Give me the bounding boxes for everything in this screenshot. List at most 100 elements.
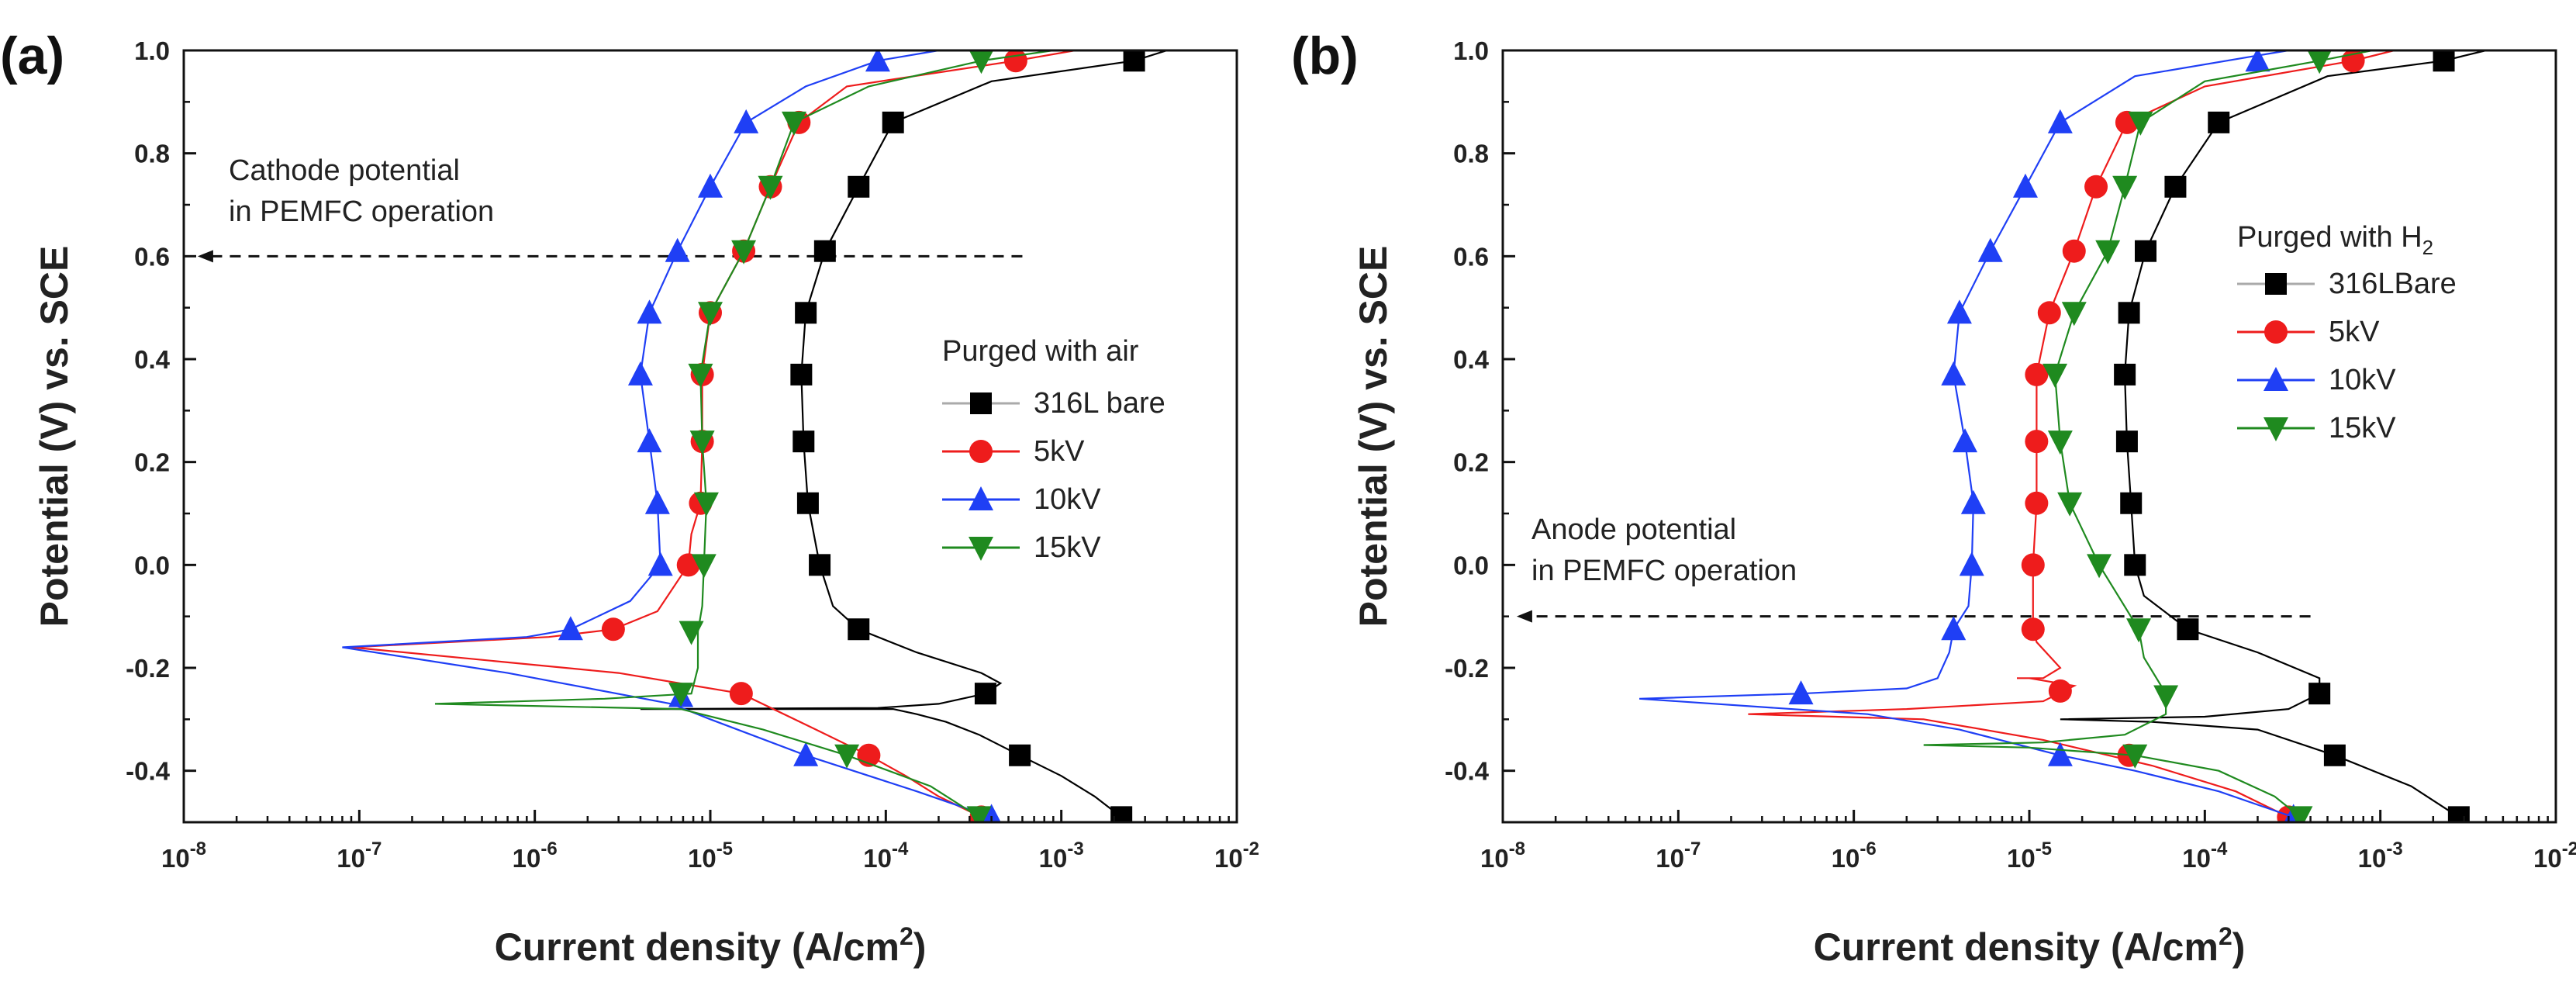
data-point-10kV [1959, 552, 1984, 576]
data-point-10kV [644, 489, 670, 514]
y-axis-title: Potential (V) vs. SCE [33, 246, 76, 628]
data-point-316L-bare [882, 111, 904, 133]
y-tick-label: 0.4 [1453, 345, 1490, 374]
y-tick-label: 0.2 [1453, 448, 1489, 477]
data-point-15kV [2112, 175, 2138, 200]
x-tick-label: 10-5 [688, 839, 733, 873]
data-point-316LBare [2208, 111, 2230, 133]
x-tick-exponent: -6 [1859, 839, 1876, 859]
legend-title-sub: 2 [2422, 236, 2433, 259]
x-tick-base: 10 [2358, 844, 2387, 873]
x-tick-label: 10-8 [1480, 839, 1525, 873]
y-tick-label: 1.0 [1453, 36, 1489, 65]
series-line-15kV [1923, 50, 2373, 818]
legend-marker [2263, 367, 2288, 391]
x-tick-label: 10-4 [863, 839, 909, 873]
x-tick-exponent: -3 [1067, 839, 1083, 859]
x-tick-base: 10 [2533, 844, 2562, 873]
annotation-text: Cathode potential [229, 154, 460, 187]
data-point-15kV [2122, 744, 2148, 769]
series-line-5kV [1748, 50, 2395, 818]
data-point-316LBare [2135, 240, 2157, 262]
x-axis-title-end: ) [913, 925, 927, 969]
legend-title-text: Purged with H [2237, 221, 2422, 254]
data-point-15kV [688, 363, 713, 388]
y-tick-label: 1.0 [134, 36, 170, 65]
data-point-15kV [2095, 240, 2121, 265]
data-point-15kV [781, 111, 806, 136]
y-tick-label: 0.0 [1453, 551, 1489, 579]
data-point-10kV [1946, 299, 1972, 324]
legend-item: 5kV [942, 435, 1085, 468]
legend-marker [2264, 320, 2288, 344]
x-tick-exponent: -2 [1243, 839, 1259, 859]
data-point-15kV [698, 302, 723, 327]
data-point-5kV [601, 617, 625, 641]
x-tick-label: 10-8 [161, 839, 206, 873]
y-tick-label: 0.2 [134, 448, 170, 477]
data-point-316L-bare [1123, 50, 1145, 72]
annotation-arrowhead [197, 250, 213, 263]
x-tick-exponent: -8 [1509, 839, 1525, 859]
data-point-5kV [1003, 50, 1027, 73]
legend-marker [969, 486, 993, 510]
x-tick-label: 10-6 [513, 839, 558, 873]
data-point-5kV [2025, 430, 2049, 454]
data-point-316L-bare [790, 363, 813, 386]
data-point-316L-bare [848, 175, 870, 198]
x-axis-title-sup: 2 [900, 922, 913, 950]
data-point-10kV [1960, 489, 1986, 514]
data-point-15kV [2126, 618, 2152, 643]
data-point-316L-bare [1110, 806, 1133, 822]
data-point-15kV [693, 492, 719, 517]
y-tick-label: 0.6 [1453, 242, 1489, 271]
y-axis-title: Potential (V) vs. SCE [1352, 246, 1395, 628]
data-point-316LBare [2308, 683, 2331, 705]
legend-title: Purged with H2 [2237, 221, 2433, 259]
data-point-10kV [627, 361, 653, 386]
data-point-15kV [731, 240, 757, 265]
data-point-15kV [2047, 430, 2073, 455]
data-point-10kV [2047, 109, 2073, 133]
x-tick-exponent: -2 [2562, 839, 2576, 859]
annotation-text: in PEMFC operation [1531, 555, 1797, 587]
data-point-5kV [2062, 239, 2086, 263]
data-point-316LBare [2115, 430, 2138, 453]
series-line-316L-bare [640, 50, 1168, 818]
x-axis-title-text: Current density (A/cm [495, 925, 900, 969]
annotation-text: in PEMFC operation [229, 195, 494, 228]
x-axis-title-text: Current density (A/cm [1814, 925, 2219, 969]
data-point-15kV [2061, 302, 2087, 327]
data-point-15kV [668, 683, 694, 707]
legend-title-text: Purged with air [942, 335, 1139, 368]
x-tick-label: 10-7 [1656, 839, 1701, 873]
legend-item: 316L bare [942, 387, 1165, 420]
data-point-15kV [758, 175, 783, 200]
x-tick-base: 10 [513, 844, 541, 873]
legend-label: 5kV [2329, 316, 2380, 348]
data-point-10kV [637, 428, 662, 453]
legend-marker [969, 440, 993, 463]
data-point-10kV [1788, 680, 1814, 705]
y-tick-label: -0.2 [126, 654, 170, 683]
y-tick-label: 0.4 [134, 345, 171, 374]
x-tick-exponent: -5 [2036, 839, 2052, 859]
x-tick-label: 10-3 [2358, 839, 2403, 873]
x-tick-base: 10 [1480, 844, 1509, 873]
x-tick-label: 10-4 [2182, 839, 2228, 873]
data-point-316LBare [2447, 806, 2470, 822]
data-point-10kV [558, 616, 583, 641]
data-point-316LBare [2118, 302, 2140, 324]
y-tick-label: 0.0 [134, 551, 170, 579]
data-point-316L-bare [792, 430, 815, 453]
data-point-316LBare [2114, 363, 2136, 386]
data-point-5kV [729, 682, 753, 706]
x-axis-title-end: ) [2232, 925, 2246, 969]
legend-item: 10kV [2237, 364, 2396, 396]
x-tick-base: 10 [337, 844, 365, 873]
data-point-316L-bare [1009, 744, 1031, 766]
x-tick-label: 10-7 [337, 839, 382, 873]
data-point-15kV [679, 621, 704, 645]
data-point-10kV [2047, 742, 2073, 766]
